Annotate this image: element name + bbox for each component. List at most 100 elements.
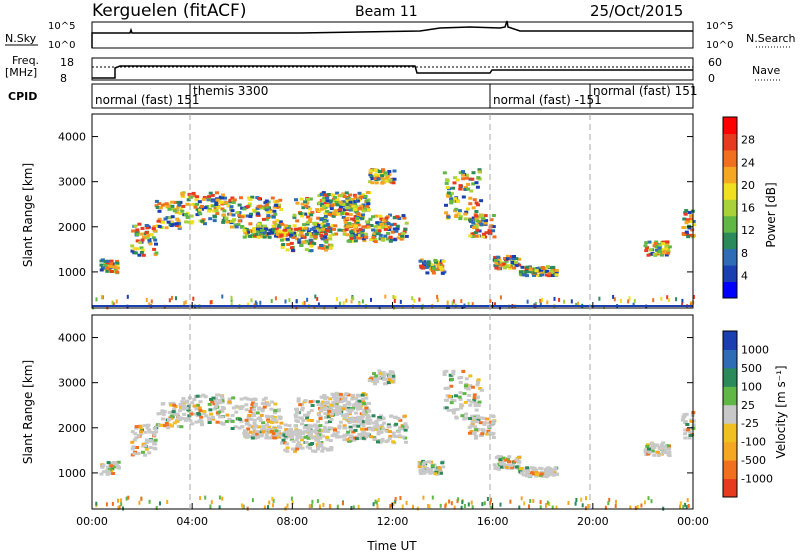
echo-cell: [395, 224, 400, 228]
echo-cell: [250, 298, 253, 303]
echo-cell: [135, 228, 140, 232]
echo-cell: [449, 201, 454, 205]
echo-cell: [361, 424, 366, 428]
echo-cell: [357, 404, 362, 408]
echo-cell: [109, 464, 114, 468]
echo-cell: [445, 186, 450, 189]
echo-cell: [138, 500, 141, 505]
echo-cell: [390, 380, 395, 384]
echo-cell: [478, 387, 483, 390]
echo-cell: [372, 436, 377, 440]
echo-cell: [159, 501, 161, 506]
echo-cell: [353, 200, 358, 204]
echo-cell: [187, 414, 192, 418]
echo-cell: [144, 224, 149, 227]
colorbar-tick-label: 24: [741, 156, 755, 169]
echo-cell: [381, 226, 386, 230]
echo-cell: [247, 302, 250, 307]
echo-cell: [109, 259, 114, 263]
echo-cell: [461, 177, 466, 181]
echo-cell: [118, 505, 121, 510]
echo-cell: [103, 260, 108, 263]
echo-cell: [352, 236, 357, 240]
echo-cell: [370, 297, 372, 302]
echo-cell: [494, 266, 499, 270]
echo-cell: [323, 402, 328, 406]
echo-cell: [650, 446, 655, 450]
echo-cell: [546, 474, 550, 477]
echo-cell: [387, 228, 392, 231]
echo-cell: [490, 497, 492, 502]
echo-cell: [316, 499, 319, 504]
echo-cell: [194, 407, 199, 411]
echo-cell: [419, 264, 424, 268]
colorbar-swatch: [723, 133, 737, 151]
echo-cell: [253, 398, 258, 401]
echo-cell: [95, 297, 98, 302]
echo-cell: [350, 217, 355, 221]
echo-cell: [613, 297, 616, 302]
echo-cell: [95, 501, 98, 506]
echo-cell: [330, 233, 335, 237]
echo-cell: [273, 434, 278, 437]
echo-cell: [344, 228, 349, 232]
echo-cell: [373, 240, 378, 244]
echo-cell: [164, 202, 169, 206]
echo-cell: [687, 436, 692, 440]
echo-cell: [218, 415, 223, 419]
echo-cell: [163, 217, 168, 221]
echo-cell: [354, 397, 359, 401]
echo-cell: [354, 405, 359, 409]
echo-cell: [287, 424, 292, 428]
echo-cell: [313, 450, 318, 453]
echo-cell: [581, 503, 584, 508]
echo-cell: [179, 425, 184, 429]
echo-cell: [360, 234, 365, 238]
echo-cell: [466, 187, 471, 191]
echo-cell: [687, 226, 692, 230]
echo-cell: [352, 505, 355, 510]
echo-cell: [532, 271, 537, 275]
echo-cell: [541, 474, 545, 478]
echo-cell: [523, 469, 528, 473]
echo-cell: [182, 406, 187, 410]
echo-cell: [365, 191, 370, 194]
echo-cell: [385, 372, 390, 376]
echo-cell: [474, 214, 479, 218]
echo-cell: [420, 266, 425, 270]
echo-cell: [287, 228, 292, 232]
echo-cell: [650, 449, 655, 453]
echo-cell: [350, 299, 353, 304]
echo-cell: [396, 430, 401, 434]
echo-cell: [214, 200, 219, 204]
echo-cell: [372, 425, 377, 429]
echo-cell: [470, 420, 475, 424]
echo-cell: [270, 400, 275, 404]
echo-cell: [238, 407, 243, 411]
echo-cell: [110, 467, 115, 471]
echo-cell: [388, 213, 392, 217]
echo-cell: [555, 472, 559, 476]
echo-cell: [528, 270, 532, 274]
echo-cell: [324, 421, 329, 425]
echo-cell: [250, 436, 255, 440]
echo-cell: [278, 425, 283, 429]
echo-cell: [231, 213, 236, 217]
echo-cell: [325, 209, 330, 213]
echo-cell: [360, 432, 365, 436]
echo-cell: [474, 201, 479, 205]
echo-cell: [667, 454, 672, 457]
echo-cell: [297, 446, 302, 450]
echo-cell: [468, 196, 473, 200]
echo-cell: [507, 460, 511, 464]
echo-cell: [644, 448, 649, 452]
echo-cell: [531, 269, 536, 273]
echo-cell: [366, 225, 371, 229]
echo-cell: [464, 377, 469, 381]
echo-cell: [479, 222, 484, 226]
echo-cell: [373, 382, 378, 386]
echo-cell: [185, 417, 190, 421]
echo-cell: [394, 422, 399, 426]
echo-cell: [285, 449, 290, 453]
echo-cell: [126, 294, 129, 299]
